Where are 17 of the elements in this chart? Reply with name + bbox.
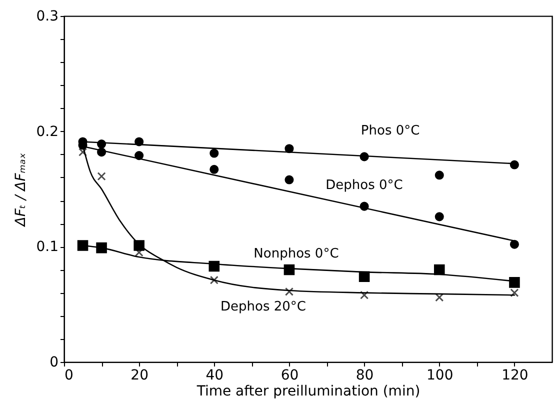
series-label: Nonphos 0°C bbox=[254, 246, 339, 262]
series-label: Phos 0°C bbox=[360, 124, 420, 139]
x-tick-label: 100 bbox=[426, 368, 454, 384]
x-tick-label: 120 bbox=[502, 368, 528, 384]
series-label: Dephos 0°C bbox=[326, 178, 403, 193]
x-tick-label: 20 bbox=[130, 368, 148, 384]
y-tick-label: 0.3 bbox=[36, 8, 58, 24]
x-tick-label: 0 bbox=[64, 368, 74, 384]
y-axis-title: ΔFₜ / ΔFₘₐₓ bbox=[13, 152, 30, 228]
y-tick-label: 0.2 bbox=[36, 124, 58, 140]
y-tick-label: 0 bbox=[50, 354, 58, 370]
x-tick-label: 60 bbox=[280, 368, 299, 384]
x-axis-title: Time after preillumination (min) bbox=[196, 384, 420, 400]
x-tick-label: 80 bbox=[356, 368, 374, 384]
series-label: Dephos 20°C bbox=[220, 300, 306, 315]
y-tick-label: 0.1 bbox=[36, 239, 58, 256]
x-tick-label: 40 bbox=[206, 368, 224, 384]
